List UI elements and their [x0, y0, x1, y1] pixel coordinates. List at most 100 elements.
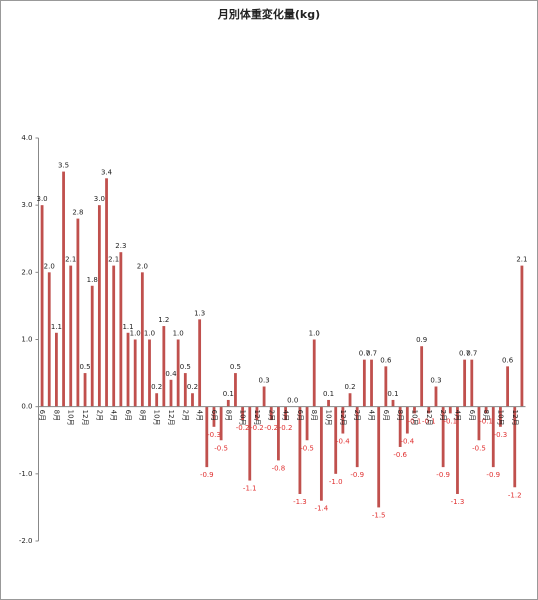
data-label: -0.1 [479, 417, 493, 425]
bar [248, 406, 252, 481]
data-label: -0.2 [264, 424, 278, 432]
bar [456, 406, 459, 494]
bar [355, 406, 359, 468]
data-label: 1.1 [51, 323, 62, 331]
data-label: -0.9 [200, 471, 214, 479]
bar [427, 406, 431, 414]
data-label: -0.1 [443, 417, 457, 425]
data-label: 0.1 [387, 390, 398, 398]
data-label: 0.0 [287, 397, 298, 405]
bar [434, 386, 438, 407]
bar [226, 399, 230, 407]
x-tick-label: 8月 [310, 410, 318, 421]
x-tick-label: 8月 [138, 410, 146, 421]
bar [83, 373, 87, 407]
data-label: -1.4 [315, 505, 329, 513]
bar [97, 205, 101, 407]
bar [277, 406, 280, 461]
bar [169, 379, 173, 407]
bar [262, 386, 266, 407]
x-tick-label: 8月 [52, 410, 60, 421]
data-label: -0.4 [400, 438, 414, 446]
data-label: -1.3 [293, 498, 307, 506]
x-tick-label: 12月 [253, 410, 261, 426]
x-tick-label: 10月 [67, 410, 75, 426]
x-tick-label: 6月 [210, 410, 218, 421]
y-tick-label: -1.0 [19, 470, 33, 478]
data-label: -0.1 [422, 417, 436, 425]
data-label: 0.7 [459, 350, 470, 358]
x-tick-label: 8月 [224, 410, 232, 421]
bar [176, 339, 180, 407]
data-label: 2.1 [108, 256, 119, 264]
bar [506, 366, 509, 407]
data-label: 1.0 [309, 330, 320, 338]
data-label: 0.6 [380, 356, 392, 364]
data-label: -0.5 [300, 444, 314, 452]
data-label: 1.8 [87, 276, 98, 284]
data-label: -0.2 [279, 424, 293, 432]
x-tick-label: 6月 [296, 410, 304, 421]
bar [119, 252, 123, 407]
y-tick-label: -2.0 [19, 537, 33, 545]
bar [112, 265, 116, 407]
bar [69, 265, 73, 407]
data-label: 0.3 [430, 377, 441, 385]
data-label: -0.2 [236, 424, 250, 432]
bar [477, 406, 481, 441]
x-tick-label: 12月 [425, 410, 433, 426]
data-label: 1.0 [144, 330, 155, 338]
x-tick-label: 2月 [181, 410, 189, 421]
data-label: -0.5 [472, 444, 486, 452]
bar [205, 406, 209, 468]
bar [312, 339, 316, 407]
bar [491, 406, 495, 468]
bar [362, 359, 366, 407]
bar [90, 285, 94, 407]
bar [470, 359, 474, 407]
x-tick-label: 10月 [325, 410, 333, 426]
data-label: 0.4 [165, 370, 177, 378]
bar [513, 406, 517, 488]
bar [212, 406, 216, 427]
x-tick-label: 2月 [95, 410, 103, 421]
data-label: 2.3 [115, 242, 126, 250]
bar [413, 406, 416, 414]
data-label: 0.5 [180, 363, 191, 371]
bar [405, 406, 409, 434]
bar [520, 265, 524, 407]
bar [183, 373, 187, 407]
bar [140, 272, 144, 407]
data-label: 0.1 [223, 390, 234, 398]
data-label: 0.2 [151, 383, 162, 391]
x-tick-label: 10月 [153, 410, 161, 426]
x-tick-label: 4月 [368, 410, 376, 421]
data-label: 3.4 [101, 168, 113, 176]
bar [319, 406, 323, 501]
x-tick-label: 8月 [482, 410, 490, 421]
bar [162, 326, 166, 407]
bar [341, 406, 345, 434]
data-label: 1.3 [194, 309, 205, 317]
bar [441, 406, 445, 468]
bar [305, 406, 309, 441]
data-label: -0.8 [272, 464, 286, 472]
bar [148, 339, 151, 407]
bar [298, 406, 302, 494]
data-label: 0.2 [187, 383, 198, 391]
bar [463, 359, 467, 407]
x-tick-label: 4月 [282, 410, 290, 421]
x-tick-label: 10月 [496, 410, 504, 426]
bar [219, 406, 223, 441]
data-label: -1.0 [329, 478, 343, 486]
y-tick-label: 4.0 [21, 134, 32, 142]
x-tick-label: 2月 [353, 410, 361, 421]
bar [391, 399, 395, 407]
x-tick-label: 6月 [468, 410, 476, 421]
data-label: 1.0 [173, 330, 184, 338]
bar [420, 346, 424, 407]
data-label: 1.0 [130, 330, 141, 338]
x-tick-label: 4月 [196, 410, 204, 421]
